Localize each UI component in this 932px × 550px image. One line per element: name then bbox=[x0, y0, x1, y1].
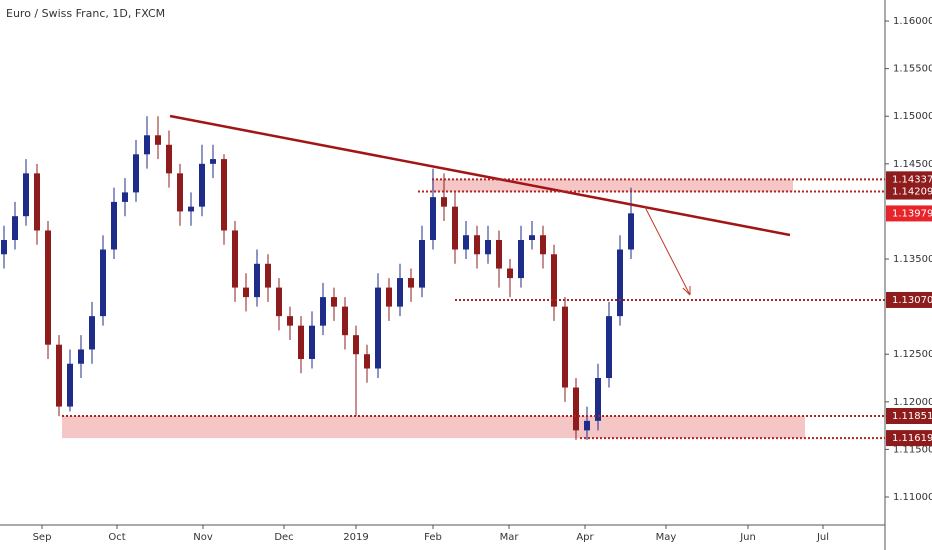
x-tick-label: Sep bbox=[33, 532, 52, 543]
y-tick-label: 1.16000 bbox=[893, 16, 932, 27]
candle-body bbox=[254, 263, 260, 298]
candle-body bbox=[430, 197, 436, 240]
candle-body bbox=[562, 306, 568, 388]
candle-body bbox=[485, 239, 491, 255]
candle-body bbox=[408, 278, 414, 288]
price-label-bg bbox=[886, 408, 932, 425]
candle-body bbox=[298, 325, 304, 359]
candle-body bbox=[342, 306, 348, 336]
y-tick-label: 1.11000 bbox=[893, 492, 932, 503]
y-tick-label: 1.12500 bbox=[893, 349, 932, 360]
candle-body bbox=[474, 235, 480, 255]
candle-body bbox=[34, 173, 40, 231]
candle-body bbox=[540, 235, 546, 255]
x-tick-label: Dec bbox=[274, 532, 293, 543]
candle-body bbox=[397, 278, 403, 307]
candle-body bbox=[188, 206, 194, 212]
price-label: 1.11619 bbox=[892, 433, 932, 444]
candle-body bbox=[243, 287, 249, 298]
price-label: 1.14337 bbox=[892, 174, 932, 185]
candle-body bbox=[573, 387, 579, 431]
candle-body bbox=[166, 144, 172, 174]
candle-body bbox=[221, 159, 227, 231]
x-tick-label: Oct bbox=[108, 532, 125, 543]
candle-body bbox=[287, 316, 293, 326]
arrow-head bbox=[682, 286, 691, 296]
candle-body bbox=[122, 192, 128, 202]
price-label-bg bbox=[886, 171, 932, 188]
trend-line bbox=[169, 114, 791, 237]
price-label: 1.13979 bbox=[892, 208, 932, 219]
y-tick-label: 1.15500 bbox=[893, 64, 932, 75]
candle-body bbox=[78, 349, 84, 364]
candle-body bbox=[551, 254, 557, 307]
candle-body bbox=[45, 230, 51, 345]
x-tick-label: Nov bbox=[193, 532, 213, 543]
candle-body bbox=[584, 420, 590, 431]
candle-body bbox=[375, 287, 381, 369]
y-tick-label: 1.14500 bbox=[893, 159, 932, 170]
candle-body bbox=[518, 239, 524, 279]
candle-body bbox=[155, 135, 161, 145]
price-label-bg bbox=[886, 205, 932, 222]
y-tick-label: 1.13500 bbox=[893, 254, 932, 265]
candle-body bbox=[496, 239, 502, 269]
price-label-bg bbox=[886, 183, 932, 200]
candle-body bbox=[463, 235, 469, 250]
candle-body bbox=[265, 263, 271, 288]
candle-body bbox=[100, 249, 106, 317]
candle-body bbox=[1, 239, 7, 255]
price-label: 1.13070 bbox=[892, 295, 932, 306]
candle-body bbox=[386, 287, 392, 307]
x-tick-label: Apr bbox=[576, 532, 594, 543]
projection-arrow bbox=[644, 206, 691, 296]
candle-body bbox=[111, 201, 117, 250]
candle-body bbox=[210, 159, 216, 164]
candle-body bbox=[309, 325, 315, 359]
candle-body bbox=[177, 173, 183, 212]
y-tick-label: 1.15000 bbox=[893, 111, 932, 122]
candle-body bbox=[441, 197, 447, 207]
candle-body bbox=[144, 135, 150, 155]
candle-body bbox=[529, 235, 535, 240]
x-tick-label: Jun bbox=[739, 532, 756, 543]
candle-body bbox=[199, 163, 205, 207]
x-tick-label: 2019 bbox=[343, 532, 368, 543]
candle-body bbox=[331, 297, 337, 307]
x-tick-label: Jul bbox=[816, 532, 829, 543]
x-tick-label: Feb bbox=[424, 532, 442, 543]
support-zone bbox=[62, 416, 805, 439]
candle-body bbox=[353, 335, 359, 355]
price-label-bg bbox=[886, 430, 932, 447]
candle-body bbox=[419, 239, 425, 288]
candle-body bbox=[595, 378, 601, 421]
resistance-zone bbox=[432, 179, 793, 192]
candle-body bbox=[628, 213, 634, 250]
candle-body bbox=[276, 287, 282, 317]
y-tick-label: 1.11500 bbox=[893, 444, 932, 455]
y-tick-label: 1.12000 bbox=[893, 397, 932, 408]
candle-body bbox=[232, 230, 238, 288]
candle-body bbox=[507, 268, 513, 279]
chart-title: Euro / Swiss Franc, 1D, FXCM bbox=[6, 7, 165, 20]
price-label: 1.11851 bbox=[892, 411, 932, 422]
candle-body bbox=[364, 354, 370, 369]
candle-body bbox=[89, 316, 95, 350]
candle-body bbox=[617, 249, 623, 317]
candle-body bbox=[23, 173, 29, 217]
price-label: 1.14209 bbox=[892, 187, 932, 198]
candle-body bbox=[606, 316, 612, 379]
candle-body bbox=[452, 206, 458, 250]
price-label-bg bbox=[886, 291, 932, 308]
candle-body bbox=[12, 216, 18, 240]
x-tick-label: Mar bbox=[500, 532, 520, 543]
candle-body bbox=[320, 297, 326, 326]
candle-body bbox=[67, 363, 73, 407]
candle-body bbox=[133, 154, 139, 193]
x-tick-label: May bbox=[656, 532, 677, 543]
candle-body bbox=[56, 344, 62, 407]
